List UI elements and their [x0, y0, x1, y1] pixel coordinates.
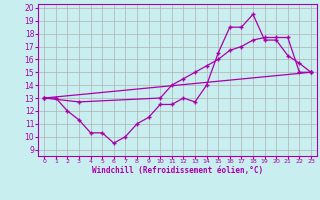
X-axis label: Windchill (Refroidissement éolien,°C): Windchill (Refroidissement éolien,°C) — [92, 166, 263, 175]
